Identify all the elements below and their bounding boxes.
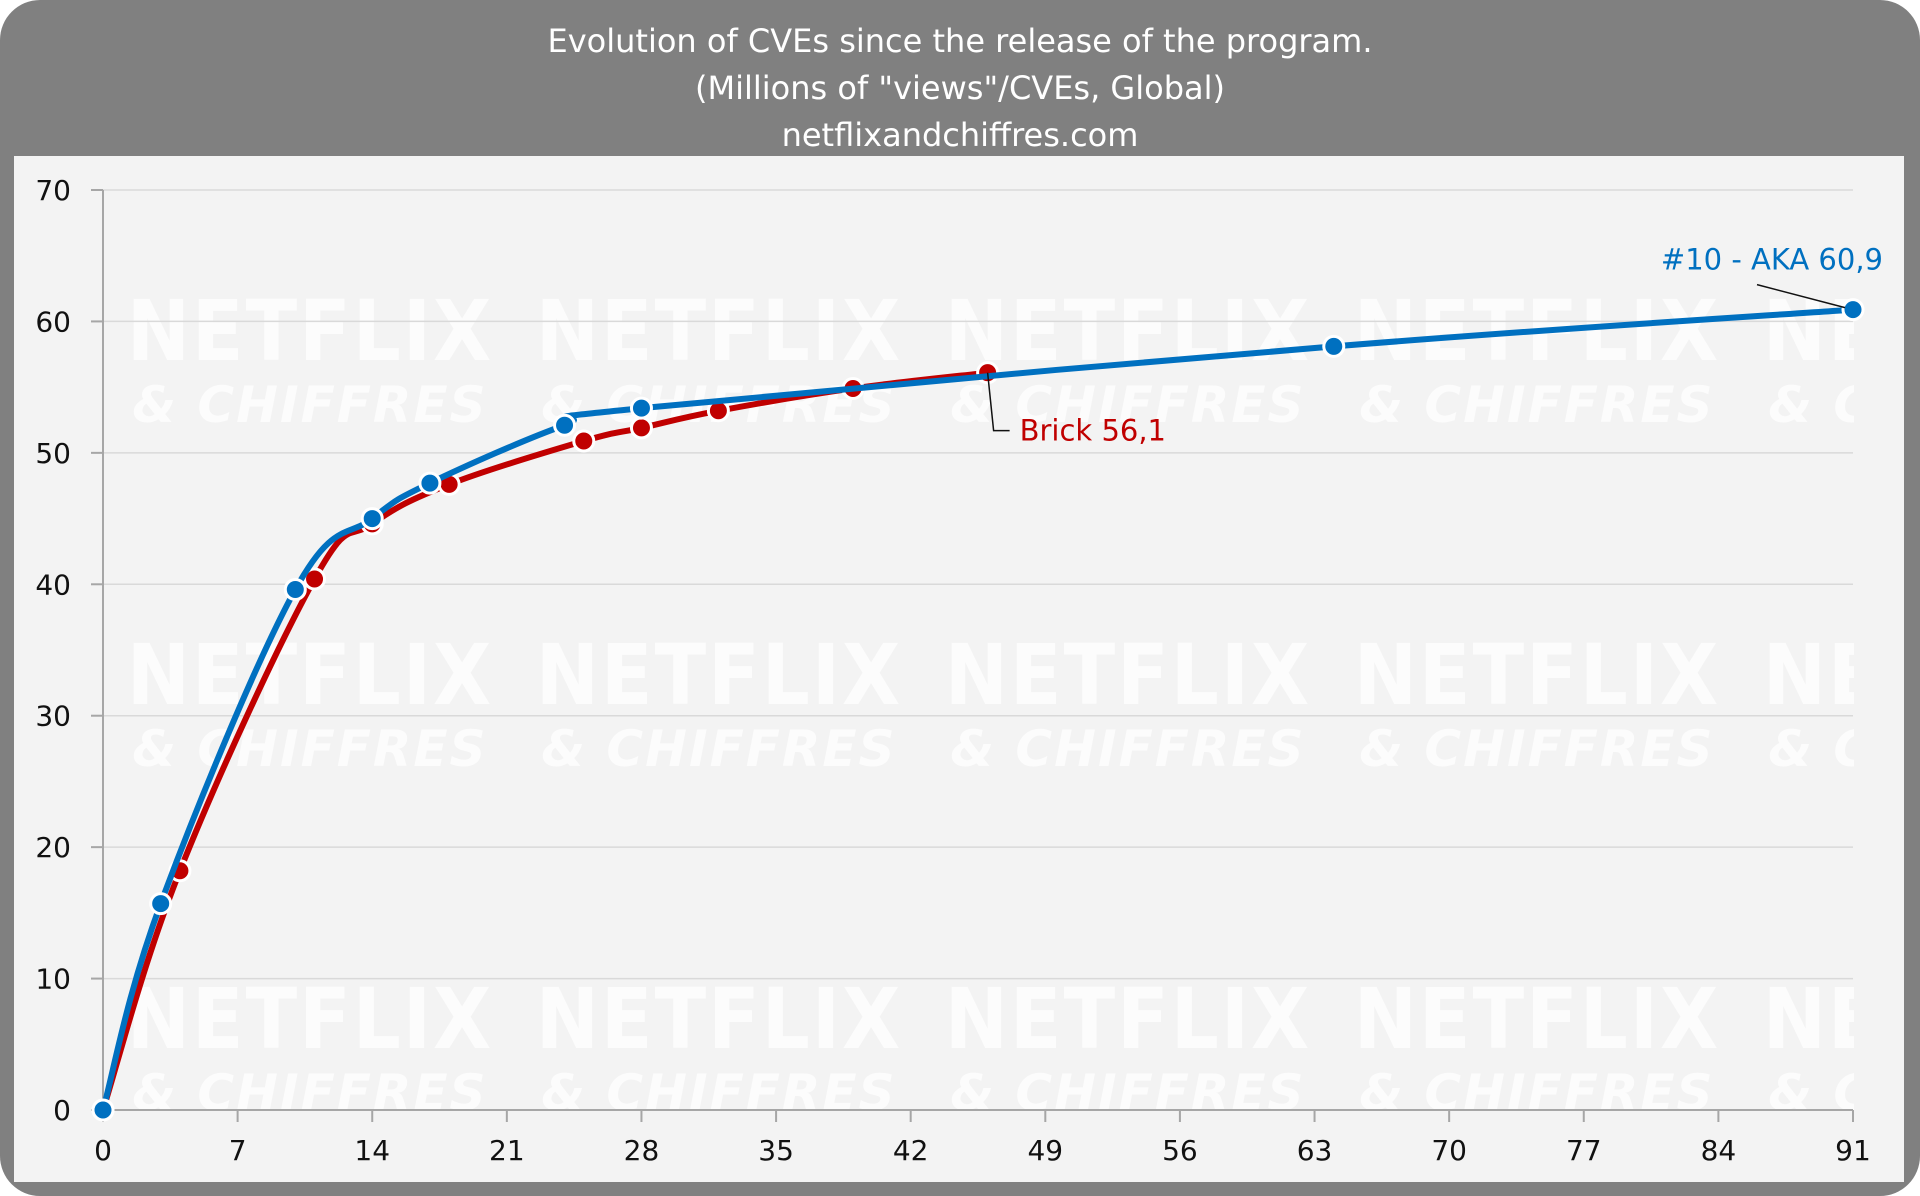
watermark-chiffres: & CHIFFRES — [950, 720, 1305, 778]
tick-labels: 0 10 20 30 40 50 60 70 0 7 14 21 28 35 42 49 56 63 70 77 84 9… — [35, 174, 1870, 1167]
x-tick-label: 28 — [624, 1134, 660, 1167]
x-tick-label: 42 — [893, 1134, 929, 1167]
x-tick-label: 84 — [1701, 1134, 1737, 1167]
annotations: Brick 56,1 #10 - AKA 60,9 — [986, 243, 1883, 448]
y-tick-label: 10 — [35, 963, 71, 996]
chart-title: Evolution of CVEs since the release of t… — [547, 22, 1373, 60]
x-tick-label: 70 — [1431, 1134, 1467, 1167]
watermark-netflix: NETFLIX — [1763, 970, 1920, 1068]
y-tick-label: 0 — [53, 1094, 71, 1127]
data-point — [1841, 298, 1865, 322]
watermark-chiffres: & CHIFFRES — [1768, 720, 1920, 778]
series-layer — [91, 298, 1865, 1122]
chart-source: netflixandchiffres.com — [781, 116, 1139, 154]
watermark-netflix: NETFLIX — [127, 282, 494, 380]
y-tick-label: 70 — [35, 174, 71, 207]
data-point — [629, 416, 653, 440]
x-tick-label: 56 — [1162, 1134, 1198, 1167]
watermark-netflix: NETFLIX — [1354, 626, 1721, 724]
watermark-netflix: NETFLIX — [536, 282, 903, 380]
watermark-chiffres: & CHIFFRES — [1359, 1064, 1714, 1122]
y-tick-label: 40 — [35, 568, 71, 601]
watermark-netflix: NETFLIX — [127, 970, 494, 1068]
x-tick-label: 35 — [758, 1134, 794, 1167]
chart-subtitle: (Millions of "views"/CVEs, Global) — [695, 69, 1225, 107]
y-tick-label: 30 — [35, 700, 71, 733]
y-tick-label: 60 — [35, 305, 71, 338]
watermark-netflix: NETFLIX — [127, 626, 494, 724]
annotation-leader-aka — [1756, 283, 1846, 309]
watermark-netflix: NETFLIX — [945, 626, 1312, 724]
series-aka — [91, 298, 1865, 1122]
annotation-brick: Brick 56,1 — [1020, 414, 1166, 448]
watermark-netflix: NETFLIX — [1354, 970, 1721, 1068]
watermark-chiffres: & CHIFFRES — [1359, 720, 1714, 778]
y-tick-label: 20 — [35, 831, 71, 864]
x-tick-label: 7 — [229, 1134, 247, 1167]
x-tick-label: 0 — [94, 1134, 112, 1167]
watermark-chiffres: & CHIFFRES — [950, 376, 1305, 434]
watermark-netflix: NETFLIX — [1763, 282, 1920, 380]
watermark-chiffres: & CHIFFRES — [1359, 376, 1714, 434]
data-point — [418, 471, 442, 495]
watermark-chiffres: & CHIFFRES — [1768, 376, 1920, 434]
watermark-chiffres: & CHIFFRES — [132, 1064, 487, 1122]
x-tick-label: 77 — [1566, 1134, 1602, 1167]
watermark-chiffres: & CHIFFRES — [541, 1064, 896, 1122]
data-point — [91, 1098, 115, 1122]
grid-lines — [103, 189, 1853, 980]
chart-header: Evolution of CVEs since the release of t… — [0, 0, 1920, 156]
data-point — [629, 396, 653, 420]
data-point — [360, 507, 384, 531]
watermark-netflix: NETFLIX — [536, 626, 903, 724]
annotation-leader-brick — [986, 372, 1010, 432]
x-tick-label: 14 — [354, 1134, 390, 1167]
data-point — [149, 892, 173, 916]
data-point — [572, 429, 596, 453]
watermark-netflix: NETFLIX — [945, 970, 1312, 1068]
axes — [91, 189, 1854, 1122]
watermark-chiffres: & CHIFFRES — [132, 376, 487, 434]
x-tick-label: 49 — [1027, 1134, 1063, 1167]
y-tick-label: 50 — [35, 437, 71, 470]
watermark-chiffres: & CHIFFRES — [1768, 1064, 1920, 1122]
data-point — [283, 578, 307, 602]
watermark-netflix: NETFLIX — [1763, 626, 1920, 724]
annotation-aka: #10 - AKA 60,9 — [1661, 243, 1883, 277]
watermark-chiffres: & CHIFFRES — [950, 1064, 1305, 1122]
watermark-netflix: NETFLIX — [536, 970, 903, 1068]
data-point — [553, 413, 577, 437]
watermark-chiffres: & CHIFFRES — [132, 720, 487, 778]
x-tick-label: 91 — [1835, 1134, 1871, 1167]
data-point — [1322, 334, 1346, 358]
watermark-chiffres: & CHIFFRES — [541, 720, 896, 778]
x-tick-label: 63 — [1297, 1134, 1333, 1167]
x-tick-label: 21 — [489, 1134, 525, 1167]
